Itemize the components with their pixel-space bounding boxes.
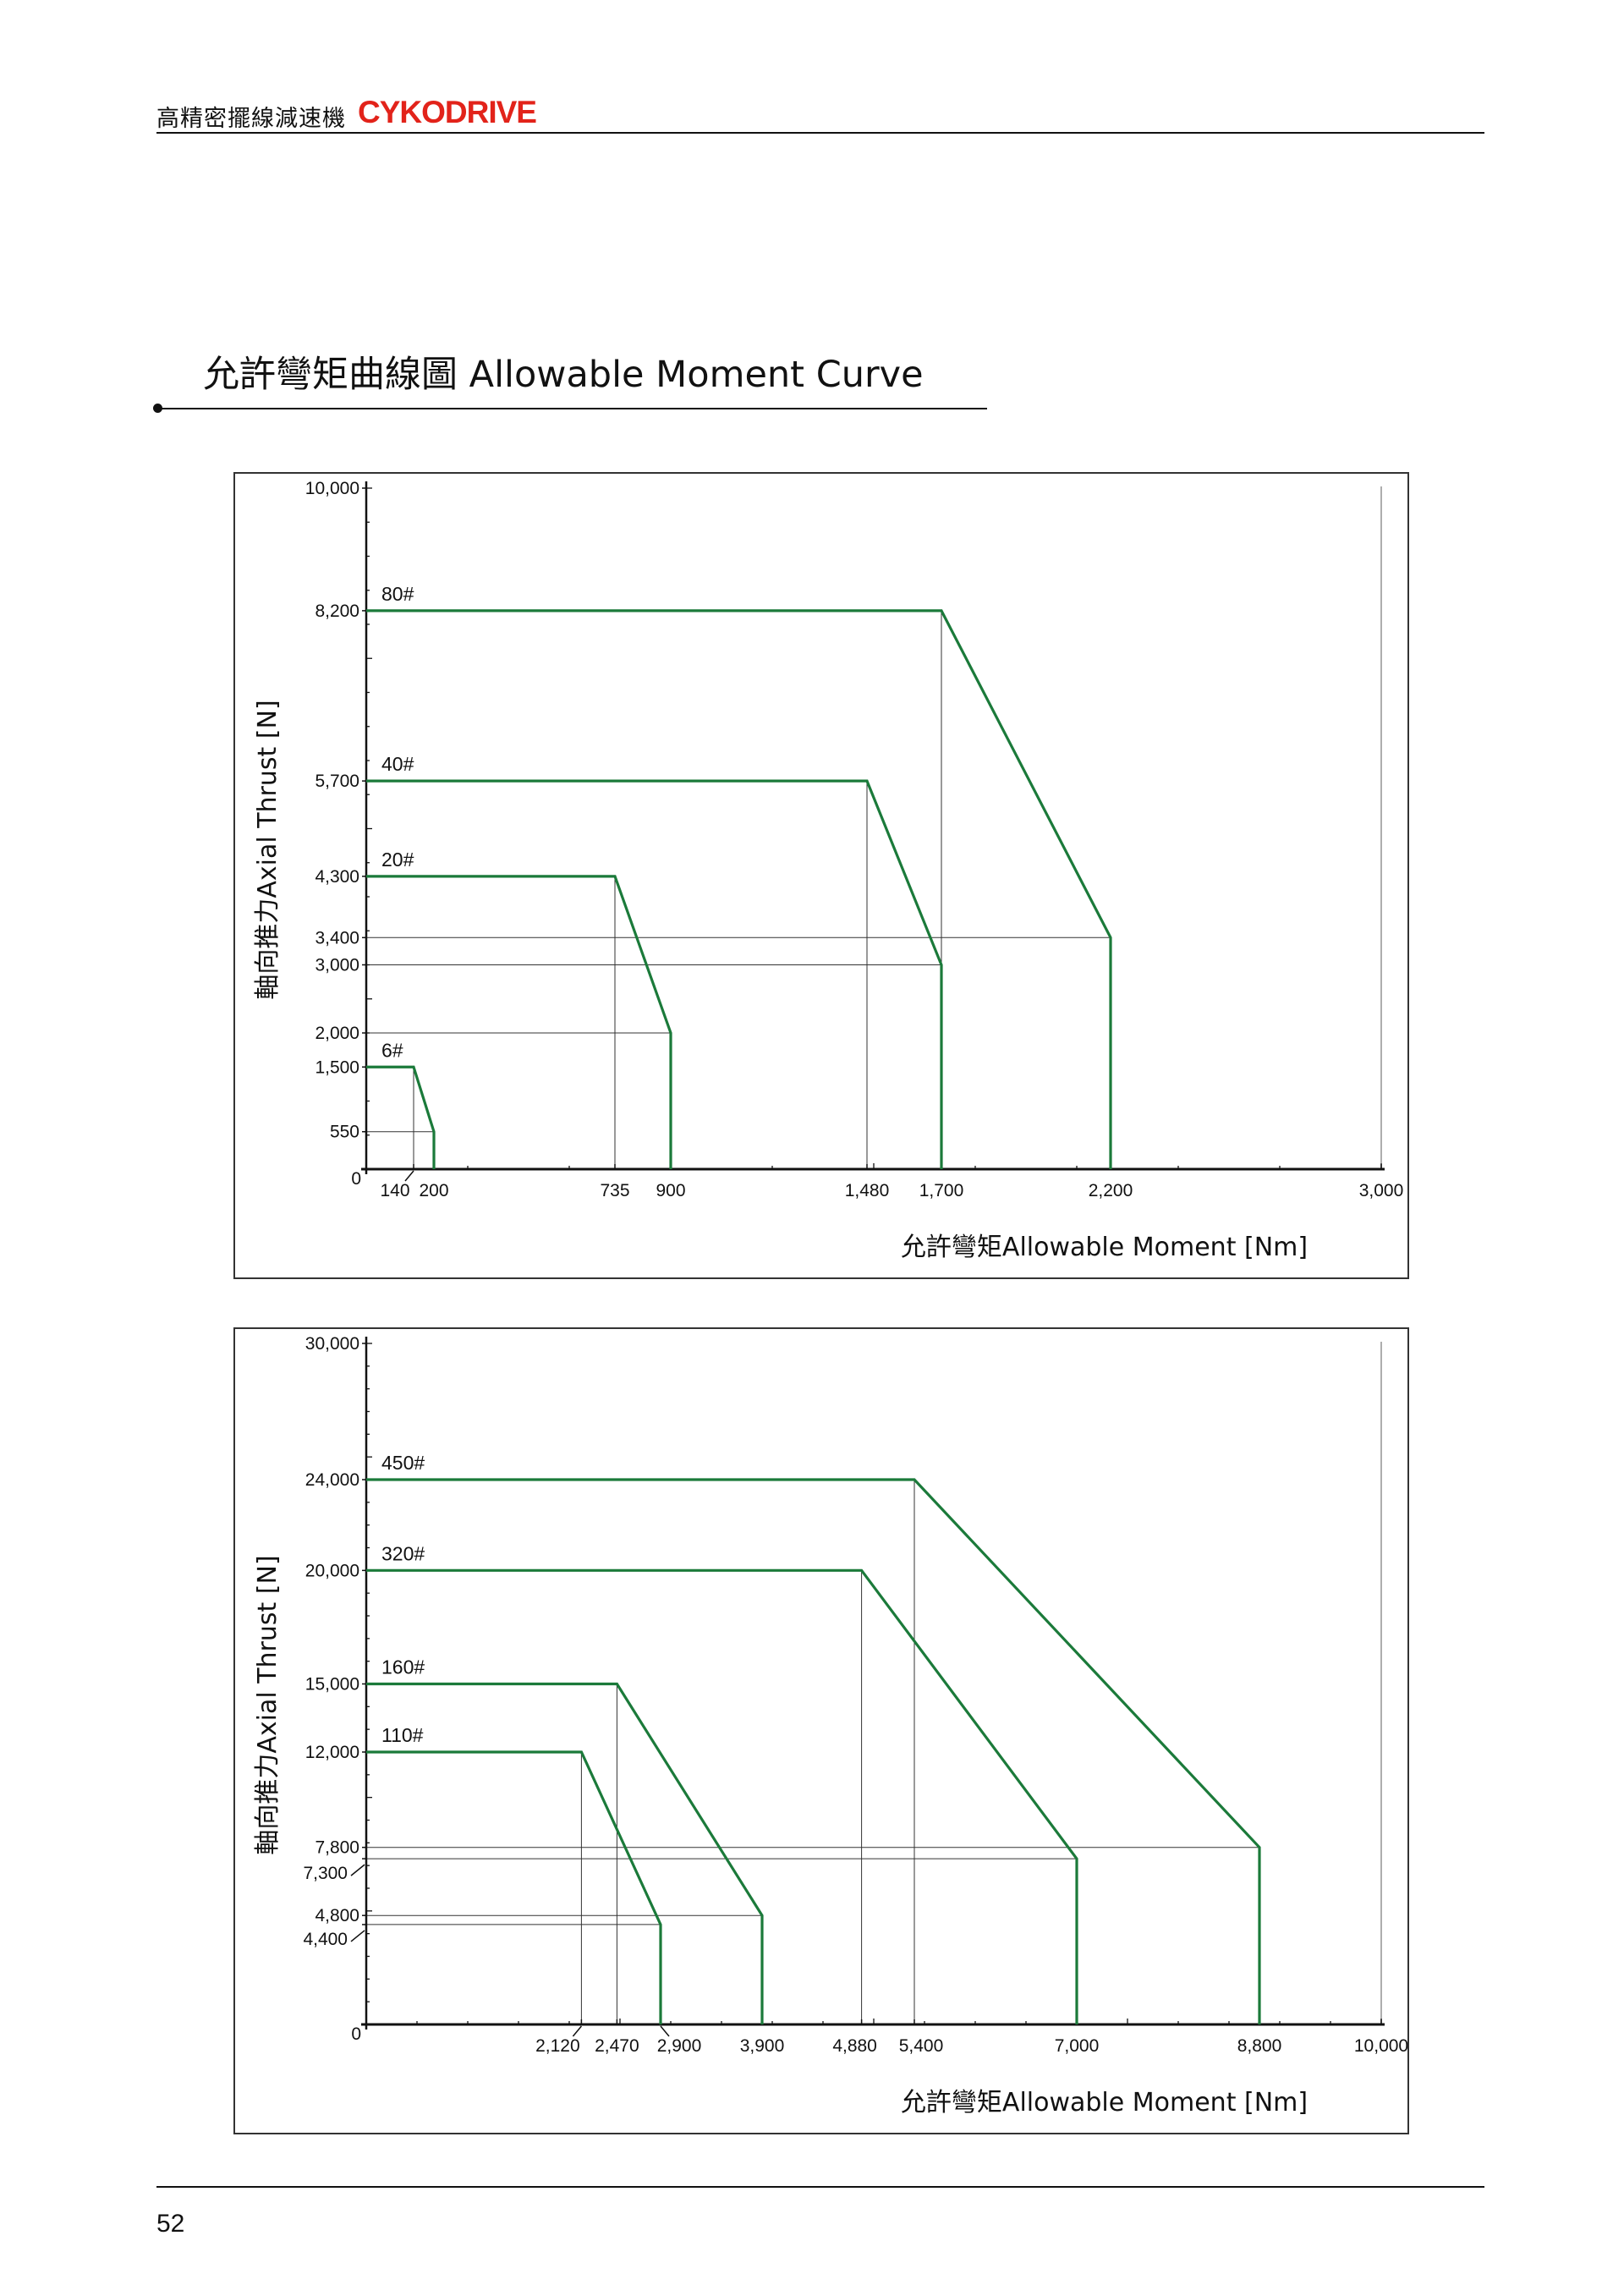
y-tick-label: 30,000 bbox=[305, 1334, 359, 1354]
y-tick-label: 12,000 bbox=[305, 1743, 359, 1762]
x-tick-label: 2,470 bbox=[595, 2036, 639, 2056]
x-tick-label: 3,000 bbox=[1359, 1181, 1404, 1200]
series-label: 160# bbox=[381, 1656, 425, 1678]
y-tick-label: 7,300 bbox=[303, 1864, 348, 1883]
allowable-moment-chart-small: 0 550 1,500 2,000 3,000 3,400 4,300 5,700 8,200 1… bbox=[233, 472, 1409, 1279]
x-tick-label: 10,000 bbox=[1354, 2036, 1407, 2056]
y-tick-label: 0 bbox=[351, 2024, 361, 2044]
section-title: 允許彎矩曲線圖 Allowable Moment Curve bbox=[203, 354, 924, 396]
allowable-moment-chart-large: 0 4,400 4,800 7,300 7,800 12,000 15,000 20,000 2… bbox=[233, 1327, 1409, 2134]
series-line bbox=[366, 875, 672, 1169]
x-tick-label: 2,900 bbox=[657, 2036, 702, 2056]
y-tick-label: 15,000 bbox=[305, 1675, 359, 1695]
x-tick-label: 2,200 bbox=[1089, 1181, 1133, 1200]
chart-svg-small: 0 550 1,500 2,000 3,000 3,400 4,300 5,700 8,200 1… bbox=[253, 479, 1404, 1262]
brand-logo-text: CYKODRIVE bbox=[358, 95, 537, 129]
series-label: 20# bbox=[381, 849, 414, 871]
series-label: 110# bbox=[381, 1724, 424, 1746]
x-tick-label: 1,480 bbox=[845, 1181, 890, 1200]
y-tick-label: 5,700 bbox=[315, 772, 359, 791]
series-label: 40# bbox=[381, 753, 414, 775]
series-label: 80# bbox=[381, 583, 414, 605]
x-tick-leader bbox=[660, 2025, 670, 2037]
section-divider bbox=[157, 408, 987, 409]
x-tick-label: 735 bbox=[600, 1181, 629, 1200]
series-line bbox=[366, 1750, 662, 2024]
series-label: 450# bbox=[381, 1452, 425, 1474]
x-axis-title: 允許彎矩Allowable Moment [Nm] bbox=[901, 2088, 1308, 2117]
header-divider bbox=[156, 132, 1484, 134]
y-axis-title: 軸向推力Axial Thrust [N] bbox=[253, 700, 283, 999]
series-line bbox=[366, 1568, 1078, 2024]
chart-svg-large: 0 4,400 4,800 7,300 7,800 12,000 15,000 20,000 2… bbox=[253, 1334, 1407, 2117]
series-line bbox=[366, 1478, 1261, 2024]
y-tick-label: 20,000 bbox=[305, 1561, 359, 1580]
x-tick-label: 140 bbox=[380, 1181, 409, 1200]
x-tick-label: 4,880 bbox=[832, 2036, 877, 2056]
x-tick-label: 7,000 bbox=[1055, 2036, 1100, 2056]
y-tick-label: 24,000 bbox=[305, 1470, 359, 1490]
series-line bbox=[366, 779, 943, 1169]
series-label: 6# bbox=[381, 1039, 403, 1061]
y-axis-title: 軸向推力Axial Thrust [N] bbox=[253, 1555, 283, 1854]
x-tick-label: 200 bbox=[419, 1181, 448, 1200]
y-tick-label: 3,400 bbox=[315, 928, 359, 948]
y-tick-label: 1,500 bbox=[315, 1057, 359, 1077]
x-tick-leader bbox=[404, 1170, 414, 1182]
series-line bbox=[366, 609, 1112, 1169]
y-tick-label: 7,800 bbox=[315, 1838, 359, 1858]
x-tick-label: 8,800 bbox=[1237, 2036, 1282, 2056]
y-tick-label: 0 bbox=[351, 1169, 361, 1189]
series-line bbox=[366, 1682, 764, 2024]
x-tick-leader bbox=[572, 2025, 582, 2037]
x-tick-label: 3,900 bbox=[740, 2036, 785, 2056]
x-tick-label: 1,700 bbox=[919, 1181, 964, 1200]
y-tick-label: 10,000 bbox=[305, 479, 359, 498]
y-tick-label: 550 bbox=[330, 1123, 359, 1142]
series-line bbox=[366, 1065, 436, 1169]
y-tick-label: 4,400 bbox=[303, 1930, 348, 1949]
x-tick-label: 2,120 bbox=[535, 2036, 580, 2056]
y-tick-leader bbox=[350, 1930, 365, 1942]
y-tick-label: 4,300 bbox=[315, 867, 359, 887]
y-tick-label: 8,200 bbox=[315, 601, 359, 621]
page-header: 高精密擺線減速機 CYKODRIVE bbox=[156, 95, 1484, 133]
x-tick-label: 900 bbox=[656, 1181, 685, 1200]
y-tick-label: 4,800 bbox=[315, 1906, 359, 1925]
y-tick-leader bbox=[350, 1864, 365, 1876]
header-title: 高精密擺線減速機 bbox=[156, 106, 346, 132]
y-tick-label: 2,000 bbox=[315, 1024, 359, 1043]
x-axis-title: 允許彎矩Allowable Moment [Nm] bbox=[901, 1233, 1308, 1262]
y-tick-label: 3,000 bbox=[315, 956, 359, 975]
x-tick-label: 5,400 bbox=[899, 2036, 944, 2056]
footer-divider bbox=[156, 2186, 1484, 2188]
page-number: 52 bbox=[156, 2210, 185, 2238]
series-label: 320# bbox=[381, 1542, 425, 1564]
